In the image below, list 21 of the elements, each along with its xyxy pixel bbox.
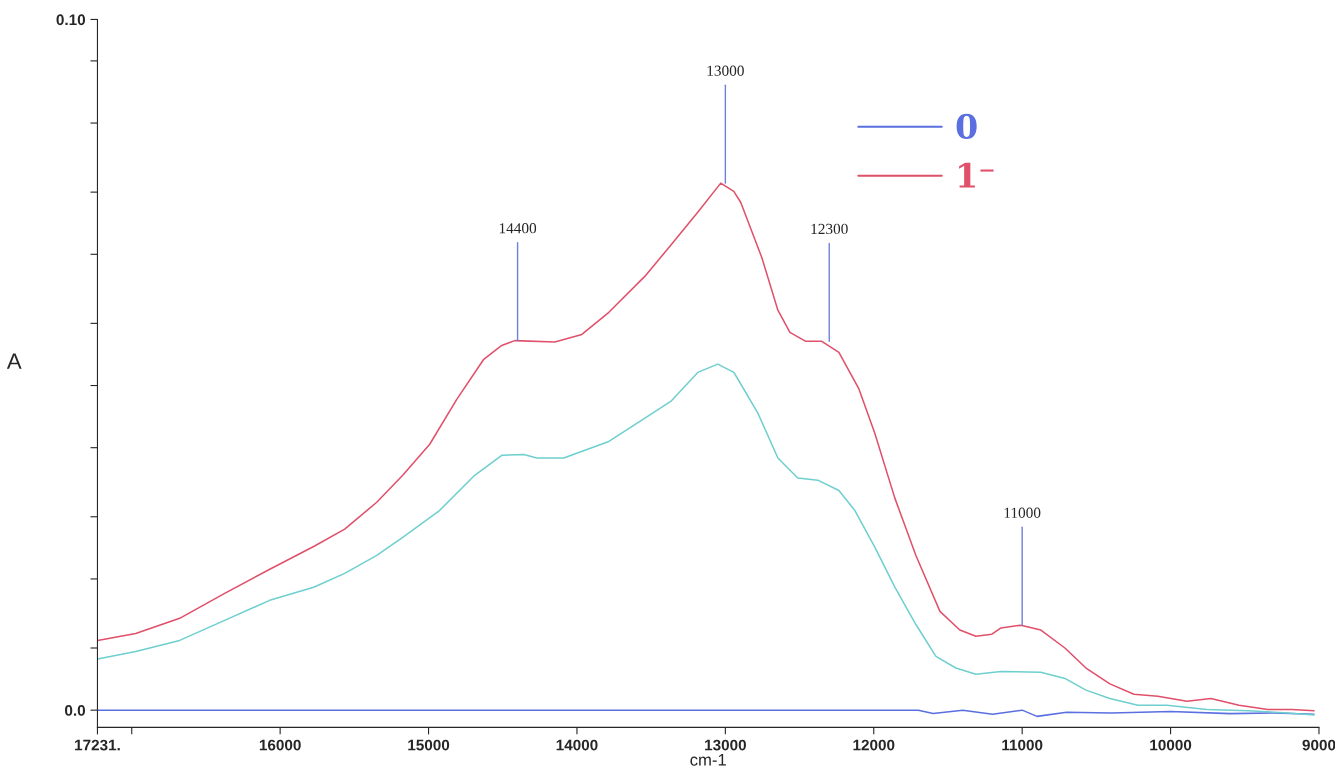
x-tick-label: 15000 xyxy=(408,739,450,751)
x-tick-label: 14000 xyxy=(556,739,598,751)
x-tick-label: 10000 xyxy=(1150,739,1192,751)
x-tick-label: 12000 xyxy=(853,739,895,751)
y-tick-label: 0.0 xyxy=(65,705,86,716)
x-tick-label: 16000 xyxy=(259,739,301,751)
x-tick-label: 13000 xyxy=(705,739,746,751)
annotation: 11000 xyxy=(1004,507,1041,518)
x-tick-label: 17231. xyxy=(75,739,120,751)
line-series xyxy=(97,709,1315,718)
x-axis-title: cm-1 xyxy=(690,754,726,766)
legend-label: 0 xyxy=(956,113,977,139)
line-series xyxy=(97,363,1315,716)
y-tick-label: 0.10 xyxy=(56,14,86,26)
annotation: 12300 xyxy=(811,223,848,235)
legend-label: 1⁻ xyxy=(959,162,994,188)
y-axis-title: A xyxy=(6,353,22,369)
annotation: 13000 xyxy=(707,65,744,76)
x-tick-label: 11000 xyxy=(1002,739,1043,751)
annotation: 14400 xyxy=(499,223,537,234)
x-tick-label: 9000 xyxy=(1302,739,1335,751)
